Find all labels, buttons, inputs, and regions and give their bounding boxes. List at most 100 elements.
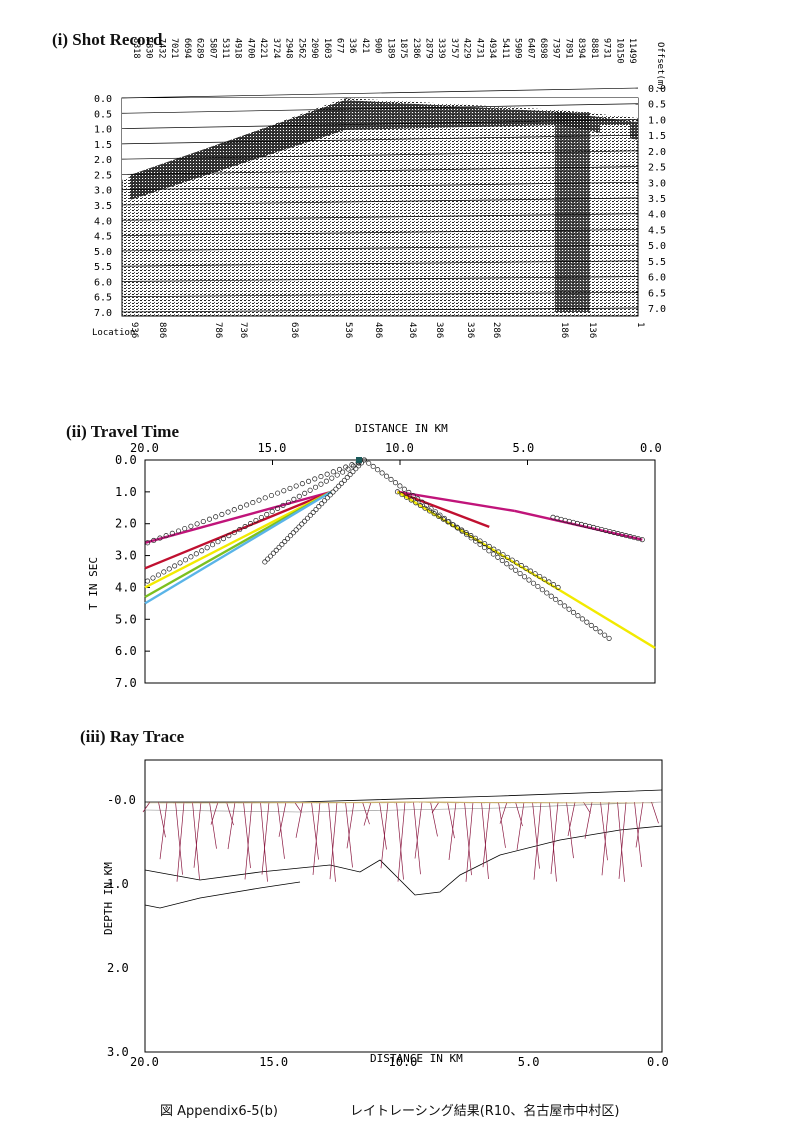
deep-boundary	[144, 881, 301, 909]
ray-path	[295, 801, 304, 838]
tt-observed-pick	[250, 500, 256, 506]
tt-observed-pick	[356, 463, 362, 469]
tt-observed-pick	[550, 582, 557, 588]
offset-label: 2562	[296, 38, 306, 58]
offset-label: 6289	[195, 38, 205, 58]
location-label: 736	[238, 322, 248, 338]
tt-observed-pick	[427, 508, 433, 514]
tt-observed-pick	[639, 537, 645, 543]
rt-x-tick: 0.0	[647, 1055, 669, 1069]
offset-label: 900	[373, 38, 383, 53]
tt-observed-pick	[253, 517, 259, 524]
tt-observed-pick	[535, 583, 541, 590]
tt-observed-pick	[145, 540, 151, 546]
tt-observed-pick	[324, 471, 330, 477]
ray-path	[243, 801, 251, 869]
tt-observed-pick	[231, 507, 237, 513]
tt-x-tick: 0.0	[640, 441, 662, 455]
tt-observed-pick	[482, 541, 488, 547]
time-gridline	[121, 181, 639, 191]
ray-path	[499, 801, 508, 824]
tt-observed-pick	[597, 629, 603, 635]
ray-path	[465, 801, 474, 882]
tt-observed-pick	[194, 521, 200, 527]
offset-label: 4700	[245, 38, 255, 58]
tt-observed-pick	[175, 528, 182, 534]
figure-caption-right: レイトレーシング結果(R10、名古屋市中村区)	[350, 1104, 620, 1119]
tt-observed-pick	[150, 575, 156, 581]
ray-path	[617, 801, 625, 882]
tt-observed-pick	[440, 516, 446, 522]
ray-path	[618, 801, 627, 879]
tt-observed-pick	[557, 600, 563, 606]
ray-path	[431, 801, 440, 814]
tt-observed-pick	[200, 518, 206, 525]
tt-observed-pick	[327, 492, 333, 498]
tt-observed-pick	[157, 535, 163, 541]
time-tick-left: 5.5	[94, 262, 112, 273]
ray-path	[260, 801, 268, 882]
tt-observed-pick	[526, 577, 532, 583]
ray-path	[515, 801, 523, 827]
location-label: 486	[373, 322, 383, 338]
tt-observed-pick	[330, 469, 336, 475]
tt-observed-pick	[210, 542, 216, 548]
tt-observed-pick	[539, 587, 545, 593]
offset-label: 9731	[602, 38, 612, 58]
tt-observed-pick	[548, 593, 554, 599]
time-gridline	[121, 276, 639, 282]
location-label: 336	[465, 322, 475, 338]
time-tick-left: 4.5	[94, 232, 112, 243]
offset-label: 4934	[487, 38, 497, 58]
tt-observed-pick	[276, 544, 282, 550]
time-tick-right: 4.0	[648, 210, 666, 221]
ray-path	[447, 801, 455, 839]
time-tick-left: 7.0	[94, 308, 112, 319]
ray-path	[406, 801, 420, 804]
ray-path	[481, 801, 489, 880]
tt-observed-pick	[606, 635, 612, 641]
tt-observed-pick	[333, 486, 339, 492]
tt-observed-pick	[406, 489, 412, 495]
time-tick-left: 4.0	[94, 216, 112, 227]
rt-x-tick: 20.0	[130, 1055, 159, 1069]
tt-observed-pick	[541, 576, 547, 582]
tt-observed-pick	[225, 509, 231, 515]
tt-observed-pick	[532, 571, 538, 577]
time-tick-left: 3.0	[94, 186, 112, 197]
tt-observed-pick	[481, 545, 488, 551]
ray-path	[419, 801, 655, 804]
tt-observed-pick	[394, 489, 401, 495]
tt-observed-pick	[323, 478, 329, 484]
offset-label: 336	[347, 38, 357, 53]
tt-observed-pick	[344, 474, 350, 481]
ray-path	[550, 801, 559, 875]
time-gridline	[121, 244, 639, 252]
ray-path	[635, 801, 644, 848]
tt-observed-pick	[291, 496, 297, 502]
tt-observed-pick	[206, 516, 213, 522]
offset-axis-label: Offset(m)	[655, 42, 665, 91]
tt-observed-pick	[199, 548, 205, 554]
offset-label: 7397	[551, 38, 561, 58]
ray-path	[363, 801, 372, 826]
tt-observed-pick	[213, 514, 219, 520]
time-tick-right: 1.0	[648, 115, 666, 126]
tt-observed-pick	[293, 483, 299, 489]
tt-observed-pick	[431, 511, 437, 517]
tt-observed-pick	[280, 502, 286, 508]
offset-label: 5909	[513, 38, 523, 58]
time-tick-right: 2.0	[648, 147, 666, 158]
tt-observed-pick	[204, 545, 210, 551]
ray-path	[329, 801, 338, 880]
time-tick-left: 0.0	[94, 94, 112, 105]
tt-x-tick: 5.0	[513, 441, 535, 455]
ray-path	[277, 801, 285, 859]
tt-observed-pick	[293, 527, 299, 533]
tt-observed-pick	[282, 539, 288, 545]
basement-boundary	[144, 825, 663, 896]
tt-observed-pick	[521, 574, 528, 580]
offset-label: 5411	[500, 38, 510, 58]
tt-observed-pick	[408, 497, 414, 503]
tt-x-tick: 15.0	[258, 441, 287, 455]
